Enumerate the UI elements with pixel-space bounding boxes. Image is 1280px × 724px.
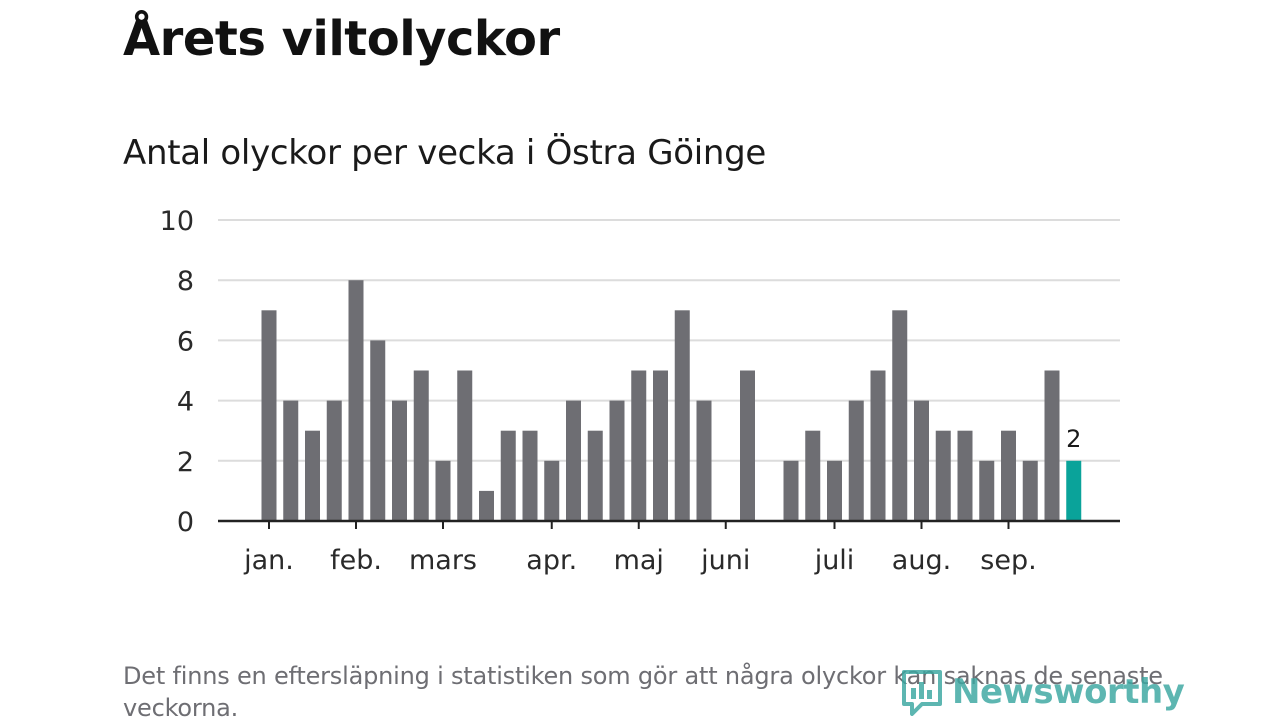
bar xyxy=(348,280,364,521)
y-tick-label: 10 xyxy=(160,206,194,237)
bar xyxy=(979,460,995,521)
footnote: Det finns en eftersläpning i statistiken… xyxy=(123,662,1163,722)
bar xyxy=(544,460,560,521)
bar xyxy=(609,400,625,521)
bar xyxy=(479,490,494,521)
chart-subtitle: Antal olyckor per vecka i Östra Göinge xyxy=(123,133,767,173)
bar xyxy=(1066,460,1082,521)
bar xyxy=(827,460,842,521)
bar xyxy=(392,400,407,521)
x-tick-label: feb. xyxy=(330,545,382,576)
bar xyxy=(283,400,299,521)
data-label: 2 xyxy=(1066,425,1081,453)
bar xyxy=(326,400,342,521)
y-tick-label: 2 xyxy=(177,447,194,478)
data-labels: 2 xyxy=(1066,425,1081,453)
bar xyxy=(935,430,951,521)
bar xyxy=(653,370,668,521)
x-tick-label: juni xyxy=(700,545,750,576)
bar xyxy=(500,430,516,521)
bar xyxy=(914,400,929,521)
bar xyxy=(740,370,755,521)
x-tick-label: jan. xyxy=(243,545,294,576)
x-axis-ticks: jan. feb. mars apr. maj juni juli aug. sep. xyxy=(243,521,1037,576)
bar xyxy=(1044,370,1060,521)
bar xyxy=(870,370,886,521)
bar xyxy=(457,370,473,521)
y-axis-ticks: 0 2 4 6 8 10 xyxy=(160,206,194,538)
newsworthy-logo: Newsworthy xyxy=(900,668,1185,716)
bar xyxy=(848,400,864,521)
x-tick-label: apr. xyxy=(526,545,577,576)
bar xyxy=(783,460,799,521)
y-tick-label: 4 xyxy=(177,387,194,418)
y-tick-label: 8 xyxy=(177,266,194,297)
chart-title: Årets viltolyckor xyxy=(123,11,560,67)
bar xyxy=(305,430,320,521)
bar xyxy=(566,400,581,521)
bar xyxy=(413,370,429,521)
bar-chart: 0 2 4 6 8 10 jan. feb. mars apr. maj juni juli aug. s… xyxy=(160,206,1120,576)
x-tick-label: juli xyxy=(814,545,855,576)
x-tick-label: aug. xyxy=(892,545,951,576)
bar xyxy=(805,430,821,521)
bar xyxy=(696,400,712,521)
x-tick-label: sep. xyxy=(980,545,1036,576)
y-tick-label: 0 xyxy=(177,507,194,538)
newsworthy-logo-text: Newsworthy xyxy=(952,672,1185,712)
x-tick-label: maj xyxy=(614,545,664,576)
bar xyxy=(892,310,908,521)
bar xyxy=(674,310,690,521)
gridlines xyxy=(218,219,1120,462)
bar xyxy=(370,340,386,521)
newsworthy-logo-icon xyxy=(902,670,942,716)
bar xyxy=(587,430,603,521)
bar xyxy=(522,430,538,521)
bar xyxy=(1001,430,1016,521)
bar xyxy=(957,430,973,521)
bar xyxy=(631,370,647,521)
bars xyxy=(261,280,1082,521)
x-tick-label: mars xyxy=(409,545,477,576)
bar xyxy=(1022,460,1038,521)
bar xyxy=(435,460,451,521)
y-tick-label: 6 xyxy=(177,326,194,357)
bar xyxy=(261,310,277,521)
